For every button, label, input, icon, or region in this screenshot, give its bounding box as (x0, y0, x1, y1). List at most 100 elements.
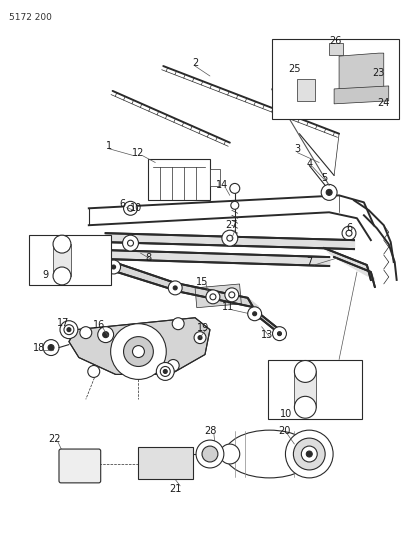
Circle shape (128, 205, 133, 211)
Text: 12: 12 (132, 148, 145, 158)
Text: 6: 6 (120, 199, 126, 209)
Circle shape (64, 325, 74, 335)
Bar (295, 372, 316, 407)
Circle shape (67, 328, 71, 332)
Text: 17: 17 (57, 318, 69, 328)
Circle shape (286, 430, 333, 478)
Circle shape (277, 332, 282, 336)
Circle shape (98, 327, 113, 343)
Circle shape (198, 336, 202, 340)
Bar (53, 244, 71, 276)
Polygon shape (113, 262, 180, 292)
Polygon shape (324, 248, 375, 280)
Circle shape (53, 235, 71, 253)
Text: 28: 28 (204, 426, 216, 436)
Circle shape (168, 281, 182, 295)
Text: 15: 15 (196, 277, 208, 287)
Circle shape (346, 230, 352, 236)
Text: 27: 27 (226, 220, 238, 230)
Text: 5172 200: 5172 200 (9, 13, 52, 22)
Circle shape (248, 307, 262, 321)
Text: 20: 20 (278, 426, 290, 436)
Circle shape (196, 440, 224, 468)
Circle shape (253, 312, 257, 316)
Circle shape (172, 318, 184, 330)
Circle shape (173, 286, 177, 290)
Text: 24: 24 (377, 98, 390, 108)
Circle shape (210, 294, 216, 300)
Circle shape (194, 332, 206, 344)
Circle shape (160, 367, 170, 376)
Circle shape (206, 290, 220, 304)
Circle shape (293, 438, 325, 470)
Circle shape (229, 292, 235, 298)
Bar (149, 158, 210, 200)
Text: 11: 11 (222, 302, 234, 312)
Text: 16: 16 (93, 320, 105, 330)
Bar (329, 43, 343, 55)
Circle shape (167, 360, 179, 372)
Circle shape (128, 240, 133, 246)
Bar (210, 168, 220, 187)
Circle shape (202, 446, 218, 462)
Circle shape (122, 235, 138, 251)
Circle shape (302, 446, 317, 462)
Circle shape (163, 369, 167, 374)
Circle shape (230, 183, 240, 193)
Circle shape (326, 189, 332, 196)
Circle shape (112, 265, 115, 269)
Circle shape (124, 337, 153, 367)
Circle shape (220, 444, 240, 464)
Text: 18: 18 (33, 343, 45, 352)
Text: 5: 5 (321, 173, 327, 183)
Bar (272, 39, 399, 119)
Circle shape (106, 260, 121, 274)
Circle shape (273, 327, 286, 341)
Bar (195, 284, 241, 308)
Text: 7: 7 (306, 257, 313, 267)
Circle shape (342, 226, 356, 240)
Text: 13: 13 (262, 329, 274, 340)
Ellipse shape (225, 430, 314, 478)
Polygon shape (175, 283, 259, 307)
Circle shape (88, 366, 100, 377)
Text: 25: 25 (288, 64, 301, 74)
Bar (268, 360, 362, 419)
Text: 6: 6 (346, 223, 352, 233)
Text: 19: 19 (197, 322, 209, 333)
Text: 23: 23 (373, 68, 385, 78)
Text: 3: 3 (294, 143, 300, 154)
Circle shape (321, 184, 337, 200)
Circle shape (156, 362, 174, 381)
Circle shape (124, 201, 137, 215)
FancyBboxPatch shape (59, 449, 101, 483)
Text: 26: 26 (329, 36, 341, 46)
Circle shape (306, 451, 312, 457)
Circle shape (222, 230, 238, 246)
Circle shape (227, 235, 233, 241)
Circle shape (295, 360, 316, 382)
Text: 14: 14 (216, 181, 228, 190)
Text: 21: 21 (169, 484, 182, 494)
Circle shape (295, 397, 316, 418)
Circle shape (43, 340, 59, 356)
Bar (297, 79, 315, 101)
Polygon shape (339, 53, 384, 96)
Text: 8: 8 (145, 253, 151, 263)
Text: 4: 4 (306, 158, 313, 168)
Bar (138, 447, 193, 479)
Polygon shape (69, 318, 210, 375)
Text: 10: 10 (130, 203, 142, 213)
Circle shape (48, 345, 54, 351)
Text: 10: 10 (280, 409, 293, 419)
Text: 22: 22 (48, 434, 60, 444)
Text: 2: 2 (192, 58, 198, 68)
Circle shape (80, 327, 92, 338)
Circle shape (53, 267, 71, 285)
Text: 9: 9 (42, 270, 48, 280)
Circle shape (103, 332, 109, 337)
Polygon shape (255, 310, 284, 337)
Circle shape (231, 201, 239, 209)
Bar (29, 235, 111, 285)
Text: 1: 1 (106, 141, 112, 151)
